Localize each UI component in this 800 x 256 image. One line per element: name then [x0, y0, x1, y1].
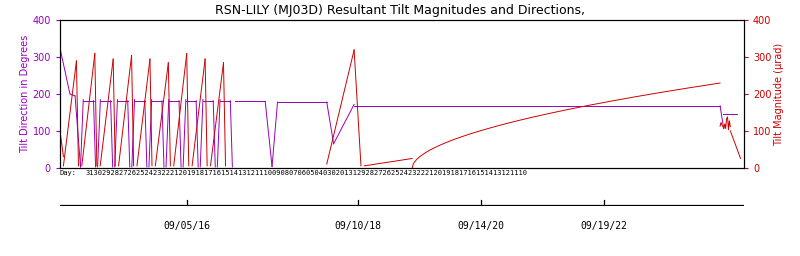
Text: 09/19/22: 09/19/22 — [580, 221, 627, 231]
Y-axis label: Tilt Magnitude (μrad): Tilt Magnitude (μrad) — [774, 42, 784, 146]
Text: RSN-LILY (MJ03D) Resultant Tilt Magnitudes and Directions,: RSN-LILY (MJ03D) Resultant Tilt Magnitud… — [215, 4, 585, 17]
Text: Day:: Day: — [60, 170, 77, 176]
Text: 31302928272625242322212019181716151413121110090807060504030201312928272625242322: 3130292827262524232221201918171615141312… — [86, 170, 528, 176]
Text: 09/05/16: 09/05/16 — [163, 221, 210, 231]
Text: 09/10/18: 09/10/18 — [334, 221, 381, 231]
Y-axis label: Tilt Direction in Degrees: Tilt Direction in Degrees — [20, 35, 30, 153]
Text: 09/14/20: 09/14/20 — [457, 221, 504, 231]
